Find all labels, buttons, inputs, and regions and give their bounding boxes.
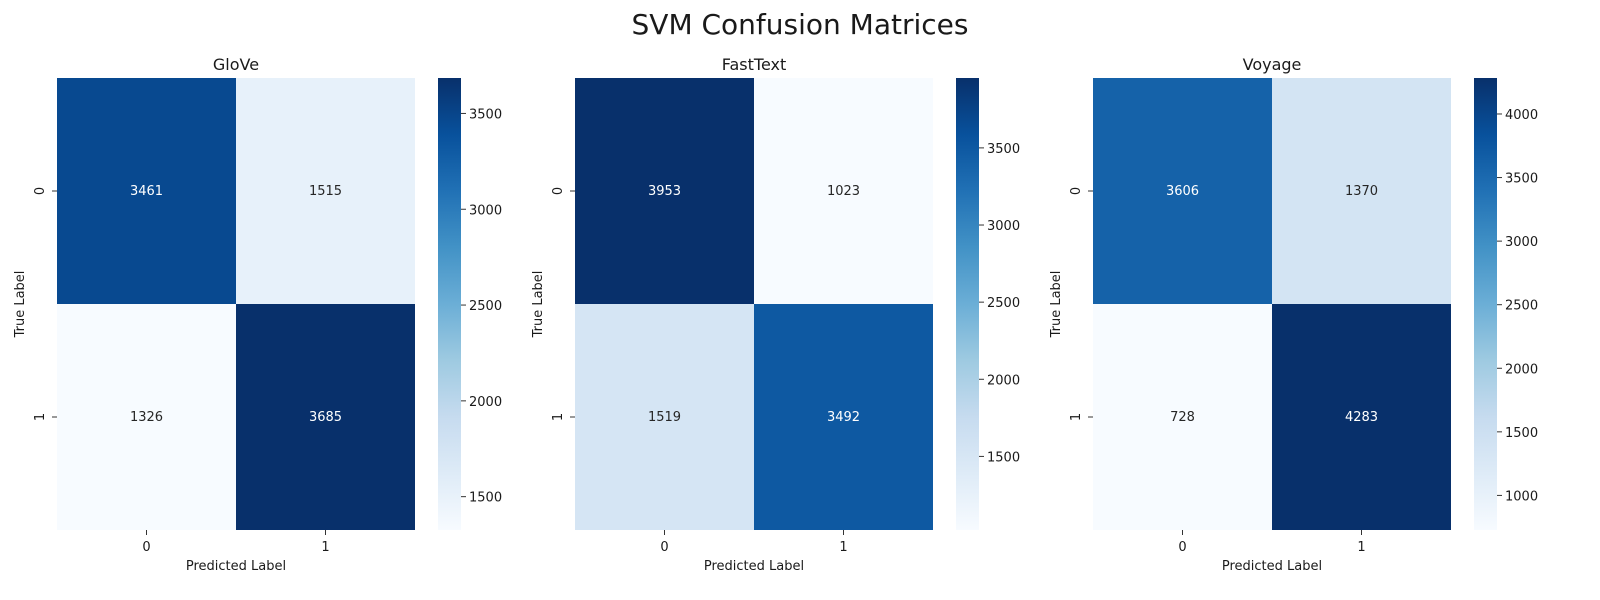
heatmap-cell xyxy=(236,78,415,304)
cell-value: 3953 xyxy=(648,184,681,199)
colorbar-tick-label: 2000 xyxy=(1505,362,1538,377)
colorbar-tick-label: 4000 xyxy=(1505,108,1538,123)
colorbar-tick-label: 2500 xyxy=(469,299,502,314)
cell-value: 1515 xyxy=(309,184,342,199)
heatmap-cell xyxy=(575,78,754,304)
colorbar-tick-label: 1500 xyxy=(469,491,502,506)
cell-value: 3461 xyxy=(130,184,163,199)
y-tick-label: 0 xyxy=(551,187,566,195)
colorbar-tick-label: 3500 xyxy=(1505,172,1538,187)
cell-value: 1326 xyxy=(130,410,163,425)
y-tick-label: 1 xyxy=(1069,413,1084,421)
panel-title: FastText xyxy=(722,55,787,74)
colorbar-tick-label: 2000 xyxy=(987,373,1020,388)
y-axis-label: True Label xyxy=(13,271,28,339)
colorbar-tick-label: 1500 xyxy=(1505,426,1538,441)
panel-glove: GloVe 3461 1515 1326 3685 0 1 0 1 Predicted Label… xyxy=(13,55,502,574)
colorbar-tick-label: 2500 xyxy=(987,296,1020,311)
heatmap-cell xyxy=(57,304,236,530)
heatmap-cell xyxy=(1093,78,1272,304)
colorbar-tick-label: 3500 xyxy=(469,107,502,122)
x-tick-label: 1 xyxy=(1357,540,1365,555)
heatmap-cell xyxy=(236,304,415,530)
y-tick-label: 0 xyxy=(1069,187,1084,195)
colorbar xyxy=(956,78,979,530)
colorbar-tick-label: 3000 xyxy=(987,219,1020,234)
colorbar-tick-label: 3000 xyxy=(1505,235,1538,250)
panel-title: GloVe xyxy=(213,55,259,74)
cell-value: 1519 xyxy=(648,410,681,425)
x-axis-label: Predicted Label xyxy=(1222,559,1322,574)
y-axis-label: True Label xyxy=(531,271,546,339)
x-tick-label: 0 xyxy=(142,540,150,555)
x-tick-label: 1 xyxy=(321,540,329,555)
heatmap-cell xyxy=(754,78,933,304)
heatmap-cell xyxy=(575,304,754,530)
cell-value: 4283 xyxy=(1345,410,1378,425)
panel-title: Voyage xyxy=(1243,55,1302,74)
x-axis-label: Predicted Label xyxy=(186,559,286,574)
figure-title: SVM Confusion Matrices xyxy=(632,8,969,41)
panel-fasttext: FastText 3953 1023 1519 3492 0 1 0 1 Predicted La… xyxy=(531,55,1020,574)
heatmap-cell xyxy=(1093,304,1272,530)
x-axis-label: Predicted Label xyxy=(704,559,804,574)
cell-value: 1370 xyxy=(1345,184,1378,199)
x-tick-label: 1 xyxy=(839,540,847,555)
colorbar-tick-label: 3500 xyxy=(987,142,1020,157)
cell-value: 728 xyxy=(1170,410,1195,425)
y-tick-label: 0 xyxy=(33,187,48,195)
panel-voyage: Voyage 3606 1370 728 4283 0 1 0 1 Predicted Label… xyxy=(1049,55,1538,574)
colorbar-tick-label: 3000 xyxy=(469,203,502,218)
colorbar xyxy=(438,78,461,530)
heatmap-cell xyxy=(1272,304,1451,530)
cell-value: 1023 xyxy=(827,184,860,199)
x-tick-label: 0 xyxy=(660,540,668,555)
cell-value: 3492 xyxy=(827,410,860,425)
panels-container: GloVe 3461 1515 1326 3685 0 1 0 1 Predicted Label… xyxy=(13,55,1538,574)
heatmap-cell xyxy=(754,304,933,530)
colorbar-tick-label: 2500 xyxy=(1505,299,1538,314)
heatmap-cell xyxy=(57,78,236,304)
x-tick-label: 0 xyxy=(1178,540,1186,555)
cell-value: 3606 xyxy=(1166,184,1199,199)
colorbar-tick-label: 2000 xyxy=(469,395,502,410)
y-axis-label: True Label xyxy=(1049,271,1064,339)
colorbar xyxy=(1474,78,1497,530)
cell-value: 3685 xyxy=(309,410,342,425)
heatmap-cell xyxy=(1272,78,1451,304)
colorbar-tick-label: 1000 xyxy=(1505,489,1538,504)
colorbar-tick-label: 1500 xyxy=(987,450,1020,465)
y-tick-label: 1 xyxy=(551,413,566,421)
y-tick-label: 1 xyxy=(33,413,48,421)
